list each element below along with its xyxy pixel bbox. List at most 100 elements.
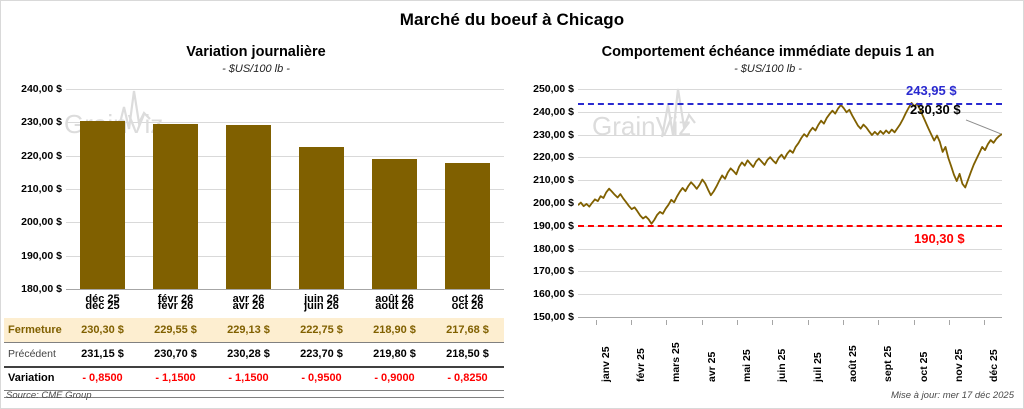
x-tick-label: oct 26 (451, 293, 484, 305)
gridline (578, 111, 1002, 113)
table-rule (4, 366, 504, 368)
right-chart-plot-area: GrainViz (578, 88, 1002, 318)
min-value-annotation: 190,30 $ (914, 231, 965, 247)
x-tick-label: avr 26 (232, 293, 265, 305)
x-tick (666, 320, 668, 325)
y-tick-label: 150,00 $ (533, 311, 574, 323)
table-cell: 223,70 $ (300, 348, 343, 360)
y-tick-label: 180,00 $ (21, 283, 62, 295)
table-cell: - 0,9500 (301, 372, 342, 384)
table-cell: 222,75 $ (300, 324, 343, 336)
y-tick-label: 230,00 $ (21, 116, 62, 129)
right-chart-line-series (578, 102, 1002, 225)
right-chart-x-axis: janv 25 févr 25 mars 25 avr 25 mai 25 juin 25… (578, 320, 1002, 390)
y-tick-label: 230,00 $ (533, 128, 574, 141)
x-tick-label: févr 26 (157, 293, 194, 305)
min-reference-line (578, 225, 1002, 228)
table-cell: - 0,8250 (447, 372, 488, 384)
x-tick-label: août 25 (847, 345, 859, 382)
y-tick-label: 220,00 $ (533, 151, 574, 164)
table-cell: 218,90 $ (373, 324, 416, 336)
price-line (578, 102, 1002, 225)
gridline (578, 317, 1002, 318)
right-chart-y-axis: 150,00 $ 160,00 $ 170,00 $ 180,00 $ 190,00 $… (512, 0, 574, 409)
table-cell: - 0,8500 (82, 372, 123, 384)
table-cell: 231,15 $ (81, 348, 124, 360)
left-chart-y-axis: 180,00 $ 190,00 $ 200,00 $ 210,00 $ 220,00 $… (0, 0, 62, 409)
table-rule (4, 390, 504, 391)
table-cell: 230,30 $ (81, 324, 124, 336)
x-tick-label: avr 25 (705, 351, 718, 382)
source-label: Source: CME Group (6, 390, 92, 401)
left-chart-subtitle: - $US/100 lb - (222, 63, 290, 75)
table-column-header: févr 26 (157, 300, 194, 312)
left-chart-bars (66, 89, 504, 289)
gridline (66, 155, 504, 157)
table-cell: 229,55 $ (154, 324, 197, 336)
gridline (578, 157, 1002, 159)
bar (444, 163, 491, 289)
x-tick (949, 320, 950, 325)
x-tick (843, 320, 844, 325)
y-tick-label: 180,00 $ (533, 242, 574, 255)
x-tick (701, 320, 703, 325)
max-value-annotation: 243,95 $ (906, 82, 957, 98)
max-reference-line (578, 102, 1002, 105)
table-row-label: Variation (8, 372, 55, 384)
table-row-label: Fermeture (8, 324, 62, 336)
table-cell: - 0,9000 (374, 372, 415, 384)
bar (79, 121, 126, 289)
bar (371, 159, 418, 289)
gridline (66, 222, 504, 224)
table-column-header: avr 26 (232, 300, 265, 312)
x-tick (807, 320, 809, 325)
table-column-header: déc 25 (85, 300, 120, 312)
x-tick-label: déc 25 (988, 349, 1001, 382)
bar (225, 125, 272, 289)
gridline (578, 134, 1002, 136)
left-chart-title: Variation journalière (186, 44, 326, 60)
table-cell: - 1,1500 (228, 372, 269, 384)
x-tick-label: sept 25 (882, 345, 895, 382)
gridline (66, 122, 504, 124)
x-tick-label: mai 25 (741, 349, 753, 382)
x-tick-label: déc 25 (85, 293, 120, 305)
y-tick-label: 240,00 $ (533, 105, 574, 118)
x-tick-label: nov 25 (953, 348, 965, 382)
table-column-header: juin 26 (304, 300, 339, 312)
y-tick-label: 240,00 $ (21, 83, 62, 95)
gridline (66, 189, 504, 190)
right-chart-panel: Comportement échéance immédiate depuis 1… (512, 0, 1024, 409)
table-cell: 219,80 $ (373, 348, 416, 360)
x-tick (772, 320, 774, 325)
table-bottom-rule (4, 397, 504, 398)
right-chart-title: Comportement échéance immédiate depuis 1… (601, 44, 935, 60)
gridline (66, 89, 504, 90)
table-cell: - 1,1500 (155, 372, 196, 384)
left-chart-gridlines (66, 89, 504, 290)
x-tick (878, 320, 880, 325)
y-tick-label: 190,00 $ (533, 219, 574, 232)
callout-leader (965, 119, 1002, 135)
x-tick-label: févr 25 (635, 348, 647, 382)
x-tick-label: mars 25 (670, 342, 683, 382)
x-tick-label: juil 25 (811, 352, 824, 382)
y-tick-label: 200,00 $ (533, 197, 574, 209)
y-tick-label: 190,00 $ (21, 249, 62, 262)
gridline (578, 294, 1002, 296)
table-cell: 230,28 $ (227, 348, 270, 360)
updated-label: Mise à jour: mer 17 déc 2025 (890, 390, 1014, 401)
y-tick-label: 220,00 $ (21, 149, 62, 162)
y-tick-label: 210,00 $ (533, 174, 574, 187)
y-tick-label: 200,00 $ (21, 216, 62, 229)
table-cell: 230,70 $ (154, 348, 197, 360)
x-tick (913, 320, 915, 325)
y-tick-label: 160,00 $ (533, 288, 574, 301)
last-value-annotation: 230,30 $ (910, 101, 961, 117)
y-tick-label: 250,00 $ (533, 83, 574, 95)
x-tick (984, 320, 986, 325)
gridline (578, 271, 1002, 273)
x-tick-label: août 26 (375, 293, 414, 305)
table-row (4, 318, 504, 342)
y-tick-label: 170,00 $ (533, 265, 574, 278)
